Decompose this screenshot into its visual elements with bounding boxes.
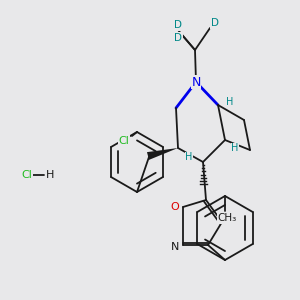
Text: D: D [174, 20, 182, 30]
Text: O: O [171, 202, 179, 212]
Text: D: D [211, 18, 219, 28]
Text: H: H [226, 97, 234, 107]
Text: Cl: Cl [118, 136, 129, 146]
Text: N: N [171, 242, 179, 252]
Text: H: H [46, 170, 54, 180]
Polygon shape [147, 148, 178, 160]
Text: H: H [231, 143, 239, 153]
Text: N: N [191, 76, 201, 88]
Text: Cl: Cl [22, 170, 32, 180]
Text: D: D [174, 33, 182, 43]
Text: CH₃: CH₃ [218, 213, 237, 223]
Text: H: H [185, 152, 193, 162]
